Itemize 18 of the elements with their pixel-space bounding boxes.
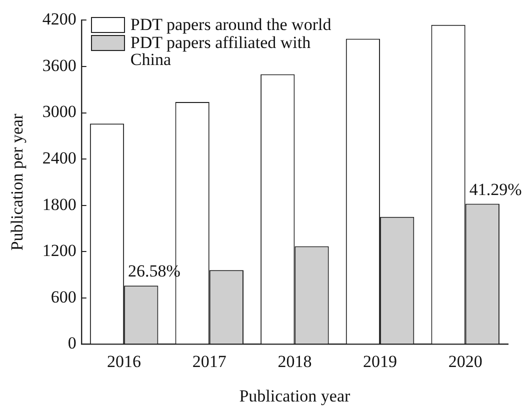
y-tick-label: 600 [50, 287, 76, 306]
x-tick-label: 2019 [363, 352, 398, 371]
annotation: 41.29% [469, 180, 522, 199]
legend-label: PDT papers affiliated with China [130, 33, 312, 70]
y-tick-label: 0 [68, 334, 76, 353]
x-tick-label: 2016 [107, 352, 142, 371]
x-axis-title: Publication year [239, 386, 350, 406]
x-tick-label: 2017 [192, 352, 227, 371]
y-axis-title: Publication per year [8, 113, 27, 251]
y-tick-label: 1200 [42, 241, 76, 260]
y-tick-label: 3000 [42, 102, 76, 122]
y-tick-label: 1800 [42, 194, 76, 214]
y-tick-label: 3600 [42, 56, 76, 75]
y-tick-label: 2400 [42, 148, 76, 168]
x-tick-label: 2018 [278, 352, 312, 371]
series-label: PDT papers around the world [130, 15, 332, 34]
x-tick-label: 2020 [448, 352, 482, 371]
y-tick-label: 4200 [42, 10, 76, 29]
